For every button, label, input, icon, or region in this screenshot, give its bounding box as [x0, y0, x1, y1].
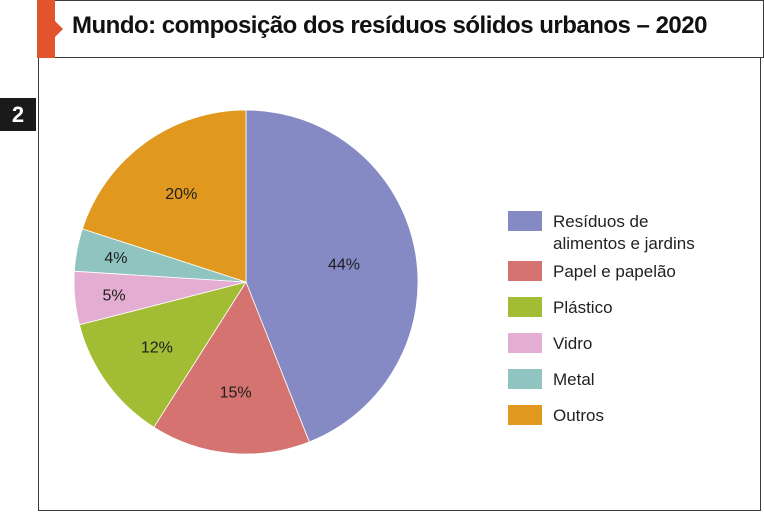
legend-swatch — [508, 261, 542, 281]
pie-slice — [81, 109, 247, 283]
legend-label: alimentos e jardins — [553, 234, 695, 253]
title-accent-arrow — [55, 21, 63, 37]
legend-label: Outros — [553, 406, 604, 425]
legend-swatch — [508, 297, 542, 317]
title-accent-tab — [37, 0, 55, 58]
pie-value-label: 12% — [141, 340, 173, 357]
pie-value-label: 5% — [103, 288, 126, 305]
legend-swatch — [508, 369, 542, 389]
figure-number-badge: 2 — [0, 98, 36, 131]
pie-value-label: 20% — [165, 186, 197, 203]
pie-slices — [73, 109, 419, 455]
legend-swatch — [508, 211, 542, 231]
legend-label: Resíduos de — [553, 212, 648, 231]
chart-title: Mundo: composição dos resíduos sólidos u… — [72, 12, 707, 39]
pie-slice — [245, 109, 419, 443]
legend-label: Metal — [553, 370, 595, 389]
legend-swatch — [508, 405, 542, 425]
pie-value-labels: 44% 15% 12% 5% 4% 20% — [103, 186, 360, 402]
legend-label: Plástico — [553, 298, 613, 317]
title-bar — [37, 0, 764, 58]
legend-swatch — [508, 333, 542, 353]
legend-label: Vidro — [553, 334, 592, 353]
pie-slice — [78, 281, 247, 428]
legend: Resíduos de alimentos e jardins Papel e pa… — [508, 211, 695, 425]
pie-value-label: 15% — [220, 385, 252, 402]
pie-slice — [153, 281, 310, 455]
legend-label: Papel e papelão — [553, 262, 676, 281]
pie-value-label: 4% — [104, 250, 127, 267]
pie-value-label: 44% — [328, 256, 360, 273]
